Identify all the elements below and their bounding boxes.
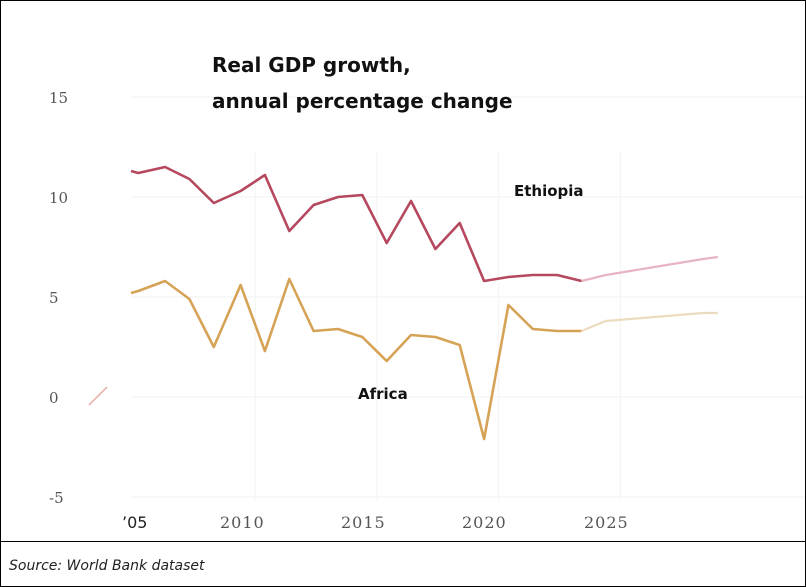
chart-title: Real GDP growth, bbox=[212, 53, 411, 77]
series-label-africa: Africa bbox=[358, 385, 408, 403]
x-axis-ticks: ’05 2010 2015 2020 2025 bbox=[122, 513, 629, 532]
series-layer bbox=[88, 165, 718, 441]
y-tick-label: -5 bbox=[49, 489, 64, 507]
y-tick-label: 10 bbox=[49, 189, 68, 207]
source-note: Source: World Bank dataset bbox=[9, 558, 205, 574]
projection-line-africa bbox=[581, 311, 718, 333]
y-axis-ticks: 15 10 5 0 -5 bbox=[49, 89, 68, 507]
edge-artifact-line bbox=[88, 386, 108, 406]
series-label-ethiopia: Ethiopia bbox=[514, 182, 584, 200]
chart-subtitle: annual percentage change bbox=[212, 89, 513, 113]
x-tick-label: 2015 bbox=[341, 513, 386, 532]
y-tick-label: 15 bbox=[49, 89, 68, 107]
series-line-africa bbox=[130, 277, 582, 441]
x-tick-label: ’05 bbox=[122, 513, 147, 532]
series-line-ethiopia bbox=[130, 165, 582, 283]
x-tick-label: 2025 bbox=[584, 513, 629, 532]
projection-line-ethiopia bbox=[581, 255, 718, 283]
chart-area: 15 10 5 0 -5 ’05 2010 2015 2020 2025 Ethiopia Af… bbox=[1, 1, 805, 541]
x-tick-label: 2020 bbox=[462, 513, 507, 532]
y-tick-label: 5 bbox=[49, 289, 59, 307]
line-chart: 15 10 5 0 -5 ’05 2010 2015 2020 2025 Ethiopia Af… bbox=[49, 89, 805, 532]
source-bar: Source: World Bank dataset bbox=[1, 541, 805, 587]
grid-layer bbox=[131, 96, 805, 501]
y-tick-label: 0 bbox=[49, 389, 59, 407]
x-tick-label: 2010 bbox=[220, 513, 265, 532]
